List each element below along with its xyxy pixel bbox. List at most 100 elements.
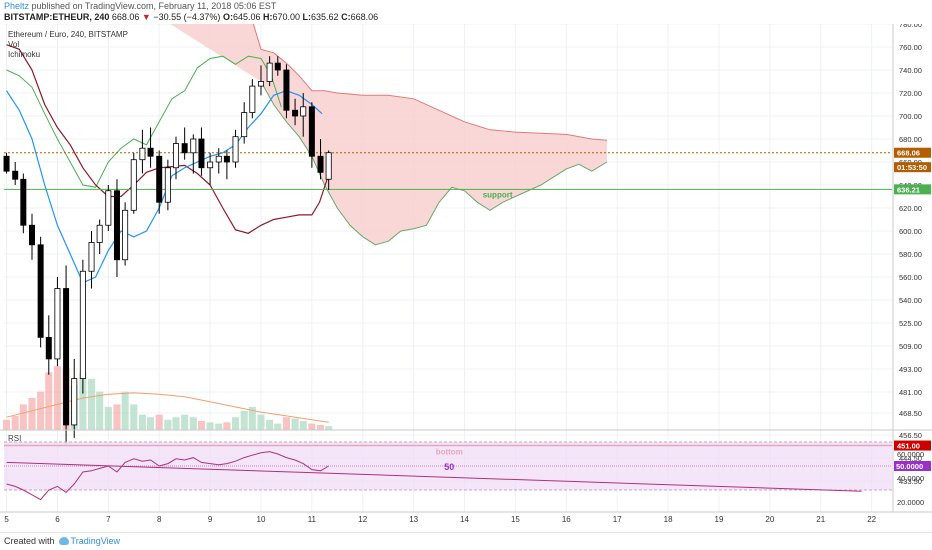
price-tag-text: 451.00 <box>897 442 920 451</box>
time-tick-label: 7 <box>106 515 111 524</box>
volume-bar <box>96 391 104 430</box>
candle-body <box>156 155 163 203</box>
volume-bar <box>274 423 282 430</box>
volume-bar <box>266 419 274 430</box>
low-value: 635.62 <box>311 12 339 22</box>
price-tag: 01:53:50 <box>894 162 931 173</box>
price-tag-text: 668.06 <box>897 149 920 158</box>
rsi-line <box>6 451 329 501</box>
volume-bar <box>231 417 240 430</box>
candle-body <box>283 69 290 111</box>
high-label: H: <box>262 12 273 22</box>
volume-bar <box>28 398 36 430</box>
created-with-label: Created with <box>4 536 55 546</box>
volume-bar <box>87 378 96 430</box>
tradingview-logo-icon <box>58 537 69 545</box>
candle-body <box>147 147 154 157</box>
time-tick-label: 13 <box>409 515 418 524</box>
candle-body <box>173 143 179 169</box>
volume-bar <box>299 421 307 430</box>
price-tag-bg <box>894 162 931 173</box>
price-tag-text: 01:53:50 <box>897 163 927 172</box>
candle-body <box>37 244 44 338</box>
volume-bar <box>325 426 333 430</box>
price-tag-bg <box>894 147 931 158</box>
open-label: O: <box>222 12 233 22</box>
rsi-mid-label: 50 <box>444 462 454 472</box>
volume-bar <box>248 406 256 430</box>
cloud-span-a <box>252 24 608 141</box>
volume-bar <box>113 404 121 430</box>
price-tick-label: 525.00 <box>899 319 922 328</box>
volume-bar <box>215 423 223 430</box>
last-price: 668.06 <box>111 12 140 22</box>
volume-bar <box>53 366 61 430</box>
volume-bar <box>172 417 180 430</box>
candle-body <box>249 85 256 113</box>
volume-bar <box>282 417 290 430</box>
price-tick-label: 433.50 <box>899 477 922 486</box>
time-tick-label: 22 <box>867 515 876 524</box>
candle-body <box>325 152 332 180</box>
rsi-tick-label: 60.0000 <box>897 450 924 459</box>
time-tick-label: 12 <box>358 515 367 524</box>
candle-body <box>198 138 205 169</box>
price-tick-label: 740.00 <box>899 66 922 75</box>
volume-bar <box>240 410 248 430</box>
candle-body <box>207 161 214 169</box>
price-tick-label: 720.00 <box>899 89 922 98</box>
volume-bar <box>316 424 325 430</box>
candle-body <box>63 288 70 426</box>
candle-body <box>12 170 19 180</box>
time-tick-label: 20 <box>765 515 774 524</box>
price-tick-label: 444.50 <box>899 454 922 463</box>
price-tick-label: 680.00 <box>899 135 922 144</box>
candle-body <box>300 106 307 117</box>
candle-body <box>232 136 239 163</box>
low-label: L: <box>302 12 312 22</box>
candle-body <box>79 270 86 379</box>
price-tick-label: 468.50 <box>899 409 922 418</box>
volume-bar <box>19 404 27 430</box>
cloud-span-b <box>260 81 608 246</box>
open-value: 645.06 <box>232 12 261 22</box>
price-tick-label: 493.00 <box>899 365 922 374</box>
candle-body <box>45 336 52 360</box>
time-tick-label: 9 <box>208 515 213 524</box>
change-value: −30.55 (−4.37%) <box>153 12 221 22</box>
time-tick-label: 14 <box>460 515 469 524</box>
price-tick-label: 600.00 <box>899 227 922 236</box>
candle-body <box>105 190 112 226</box>
price-tag: 451.00 <box>894 440 931 451</box>
chart-legend: Ethereum / Euro, 240, BITSTAMP Vol Ichim… <box>8 30 128 59</box>
price-tag-bg <box>894 440 931 451</box>
close-value: 668.06 <box>350 12 379 22</box>
price-tick-label: 620.00 <box>899 204 922 213</box>
volume-bar <box>79 372 87 430</box>
time-tick-label: 16 <box>562 515 571 524</box>
price-tick-label: 780.00 <box>899 24 922 29</box>
rsi-tick-label: 40.0000 <box>897 474 924 483</box>
candle-body <box>96 224 103 243</box>
volume-bar <box>104 406 112 430</box>
price-tag: 668.06 <box>894 147 931 158</box>
candle-body <box>257 81 264 87</box>
price-tick-label: 540.00 <box>899 296 922 305</box>
volume-bar <box>181 414 189 430</box>
candle-body <box>181 143 188 154</box>
price-tick-label: 481.00 <box>899 388 922 397</box>
candle-body <box>164 167 171 203</box>
price-tick-label: 560.00 <box>899 273 922 282</box>
volume-bar <box>45 372 53 430</box>
rsi-tag-text: 50.0000 <box>896 462 923 471</box>
candle-body <box>317 155 324 173</box>
tradingview-link[interactable]: TradingView <box>70 536 121 546</box>
publish-info: Pheltz published on TradingView.com, Feb… <box>4 1 276 11</box>
candlesticks <box>3 56 332 444</box>
volume-bar <box>147 417 155 430</box>
candle-body <box>3 155 10 172</box>
author-link[interactable]: Pheltz <box>4 1 30 11</box>
candle-body <box>20 178 27 226</box>
volume-ma-line <box>6 392 329 423</box>
